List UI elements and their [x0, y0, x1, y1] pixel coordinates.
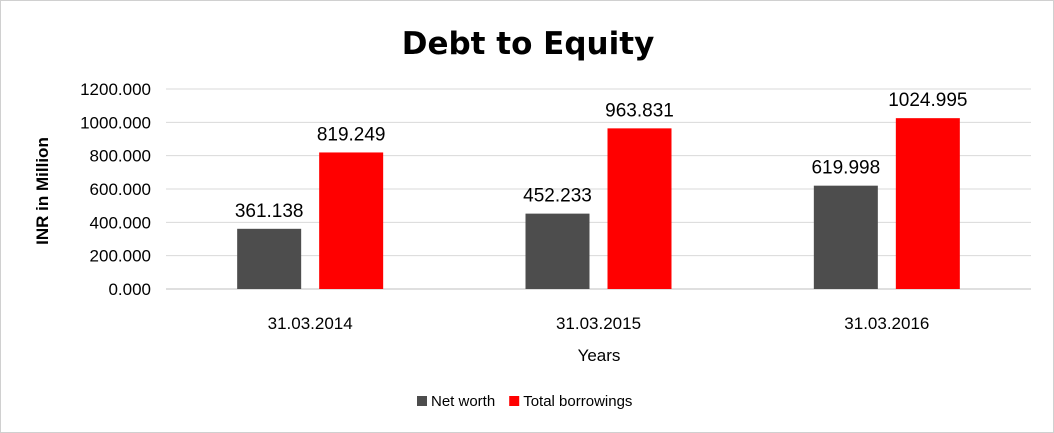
x-axis-categories: 31.03.2014 31.03.2015 31.03.2016	[268, 314, 930, 333]
bar	[319, 152, 384, 289]
bars	[237, 118, 960, 289]
data-label: 819.249	[317, 124, 386, 145]
legend: Net worth Total borrowings	[417, 393, 632, 410]
data-label: 361.138	[235, 201, 304, 222]
legend-label: Total borrowings	[523, 393, 632, 410]
data-label: 963.831	[605, 100, 674, 121]
chart-title: Debt to Equity	[402, 26, 655, 62]
data-label: 619.998	[811, 158, 880, 179]
data-label: 1024.995	[888, 90, 967, 111]
y-tick-label: 200.000	[90, 247, 151, 266]
x-category-label: 31.03.2016	[844, 314, 929, 333]
y-tick-label: 400.000	[90, 213, 151, 232]
data-label: 452.233	[523, 186, 592, 207]
x-category-label: 31.03.2015	[556, 314, 641, 333]
y-axis-title: INR in Million	[33, 137, 52, 245]
y-tick-label: 800.000	[90, 147, 151, 166]
bar	[895, 118, 960, 289]
bar	[607, 128, 672, 289]
data-labels: 361.138 819.249 452.233 963.831 619.998 1024.…	[235, 90, 968, 222]
y-tick-label: 600.000	[90, 180, 151, 199]
gridlines	[166, 88, 1031, 290]
legend-swatch	[509, 396, 520, 406]
y-tick-label: 1200.000	[80, 80, 151, 99]
x-category-label: 31.03.2014	[268, 314, 353, 333]
bar	[237, 228, 302, 289]
legend-swatch	[417, 396, 427, 406]
x-axis-title: Years	[578, 346, 621, 365]
bar	[525, 213, 590, 289]
bar	[813, 185, 878, 289]
y-axis-ticks: 0.000 200.000 400.000 600.000 800.000 1000.00…	[80, 80, 151, 299]
legend-label: Net worth	[431, 393, 495, 410]
y-tick-label: 0.000	[108, 280, 151, 299]
y-tick-label: 1000.000	[80, 113, 151, 132]
